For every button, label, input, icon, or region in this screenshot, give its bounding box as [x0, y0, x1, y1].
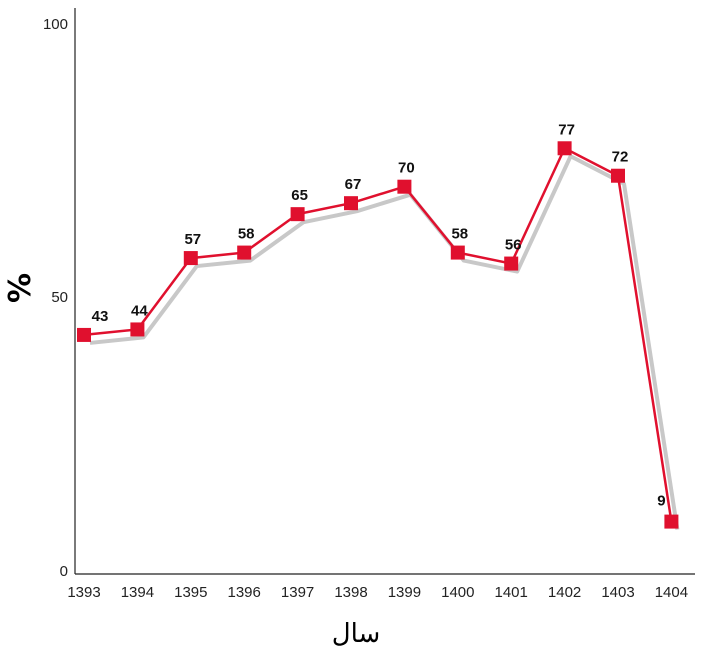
series-polyline [83, 147, 673, 522]
data-label-1399: 70 [398, 160, 415, 177]
data-point-1401 [504, 256, 519, 271]
data-point-1397 [290, 207, 305, 222]
x-tick-label-1395: 1395 [174, 584, 207, 601]
x-tick-label-1399: 1399 [388, 584, 421, 601]
x-tick-label-1397: 1397 [281, 584, 314, 601]
x-tick-label-1398: 1398 [334, 584, 367, 601]
y-tick-label-0: 0 [60, 563, 68, 580]
x-tick-label-1404: 1404 [655, 584, 688, 601]
x-tick-label-1402: 1402 [548, 584, 581, 601]
data-label-1397: 65 [291, 187, 308, 204]
data-label-1403: 72 [612, 149, 629, 166]
data-point-1402 [557, 141, 572, 156]
x-tick-label-1403: 1403 [601, 584, 634, 601]
x-tick-label-1396: 1396 [228, 584, 261, 601]
series-line [83, 147, 673, 522]
data-point-1398 [344, 196, 358, 211]
data-label-1398: 67 [345, 176, 362, 193]
x-tick-labels: 1393 1394 1395 1396 1397 1398 1399 1400 1401 1402… [67, 584, 688, 601]
data-labels: 43 44 57 58 65 67 70 58 56 77 72 9 [92, 121, 666, 509]
data-point-1399 [397, 179, 412, 194]
data-label-1396: 58 [238, 226, 255, 243]
data-point-1396 [237, 245, 252, 260]
y-tick-label-50: 50 [51, 289, 68, 306]
data-label-1395: 57 [184, 231, 201, 248]
x-tick-label-1401: 1401 [495, 584, 528, 601]
series-shadow [89, 154, 680, 530]
data-point-1394 [130, 322, 145, 337]
x-tick-label-1400: 1400 [441, 584, 474, 601]
series-shadow-line [89, 154, 680, 530]
data-point-1393 [77, 327, 91, 342]
x-tick-label-1394: 1394 [121, 584, 154, 601]
data-point-1400 [450, 245, 465, 260]
y-tick-label-100: 100 [43, 16, 68, 33]
data-label-1402: 77 [558, 121, 575, 138]
series-markers [77, 141, 679, 529]
data-label-1401: 56 [505, 237, 522, 254]
data-point-1403 [611, 168, 625, 183]
data-label-1394: 44 [131, 302, 148, 319]
data-label-1393: 43 [92, 308, 109, 325]
data-point-1404 [664, 514, 679, 529]
x-tick-label-1393: 1393 [67, 584, 100, 601]
data-point-1395 [183, 251, 198, 266]
data-label-1400: 58 [451, 226, 468, 243]
data-label-1404: 9 [657, 493, 665, 510]
x-axis-title: سال [332, 619, 381, 649]
y-axis-title: % [3, 273, 38, 303]
